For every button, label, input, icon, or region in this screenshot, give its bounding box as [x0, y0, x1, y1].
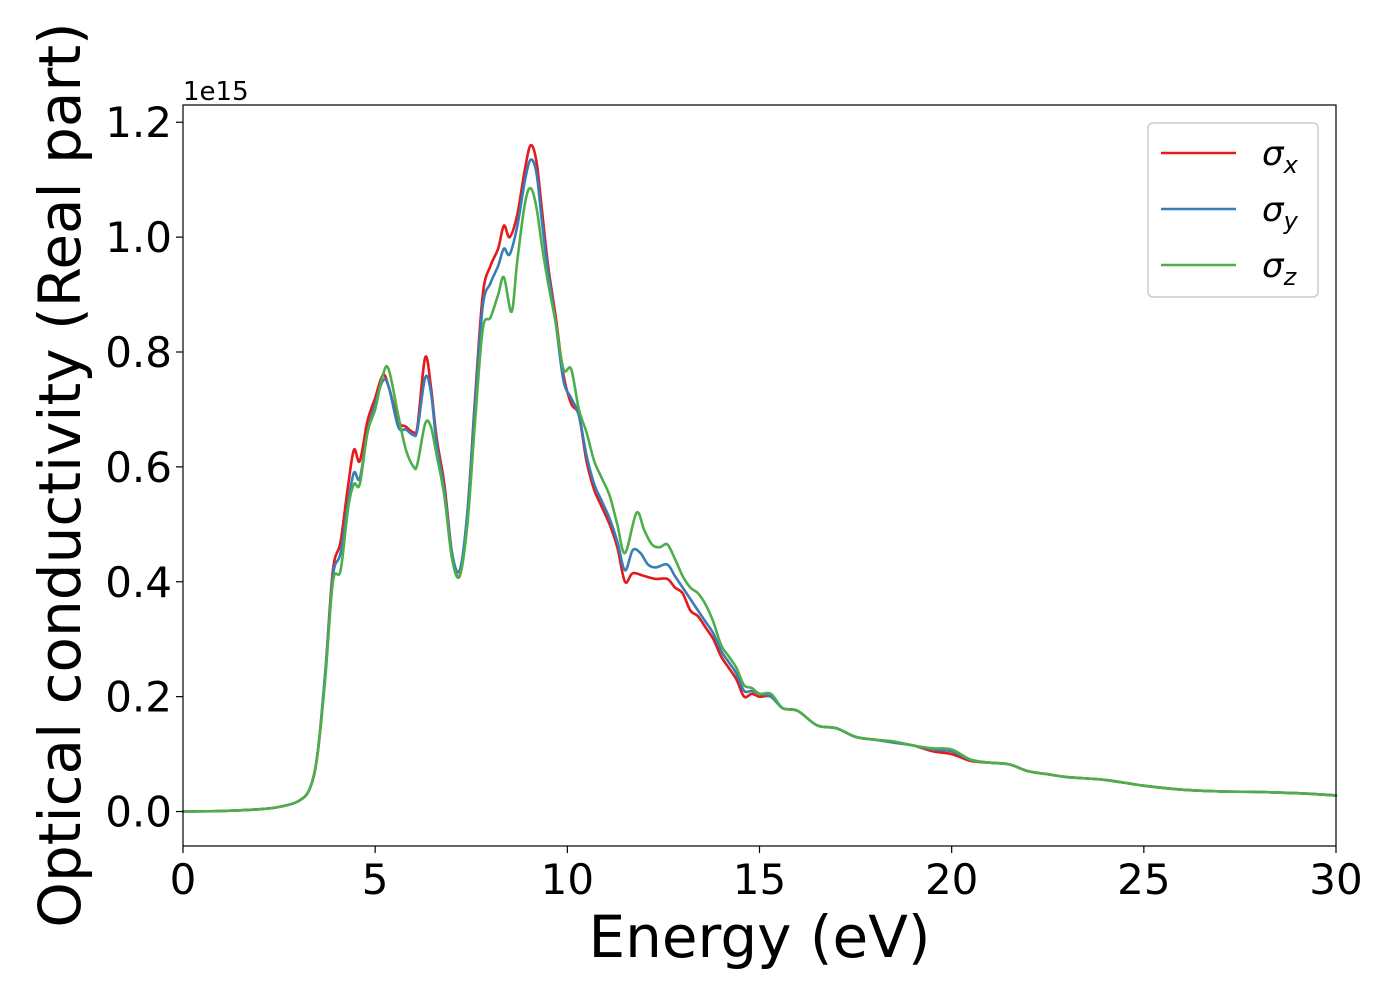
y-tick-label: 0.0	[105, 788, 172, 837]
plot-frame	[182, 104, 1337, 847]
y-tick-label: 0.8	[105, 328, 172, 377]
y-axis-title: Optical conductivity (Real part)	[26, 22, 94, 927]
legend-symbol: σ	[1262, 190, 1285, 230]
legend-symbol: σ	[1262, 134, 1285, 174]
legend-symbol: σ	[1262, 246, 1285, 286]
legend-label-x: σx	[1262, 134, 1299, 179]
legend-subscript: z	[1283, 263, 1298, 291]
x-tick-label: 10	[541, 855, 594, 904]
ticks-layer: 0 5 10 15 20 25 30 0.0 0.2 0.4 0.6 0.8 1.0 1.2	[105, 98, 1363, 904]
y-tick-label: 0.4	[105, 558, 172, 607]
y-tick-label: 0.6	[105, 443, 172, 492]
legend-label-z: σz	[1262, 246, 1298, 291]
y-tick-label: 1.2	[105, 98, 172, 147]
y-offset-label: 1e15	[183, 77, 249, 107]
legend-subscript: x	[1283, 151, 1299, 179]
x-tick-label: 25	[1117, 855, 1170, 904]
x-tick-label: 0	[170, 855, 197, 904]
x-axis-title: Energy (eV)	[588, 903, 930, 971]
x-tick-label: 30	[1309, 855, 1362, 904]
legend-label-y: σy	[1262, 190, 1299, 235]
x-tick-label: 15	[733, 855, 786, 904]
series-layer	[181, 143, 1338, 813]
series-line-z	[181, 186, 1338, 813]
y-tick-label: 1.0	[105, 213, 172, 262]
legend-subscript: y	[1283, 207, 1299, 235]
x-tick-label: 5	[362, 855, 389, 904]
x-tick-label: 20	[925, 855, 978, 904]
y-tick-label: 0.2	[105, 673, 172, 722]
